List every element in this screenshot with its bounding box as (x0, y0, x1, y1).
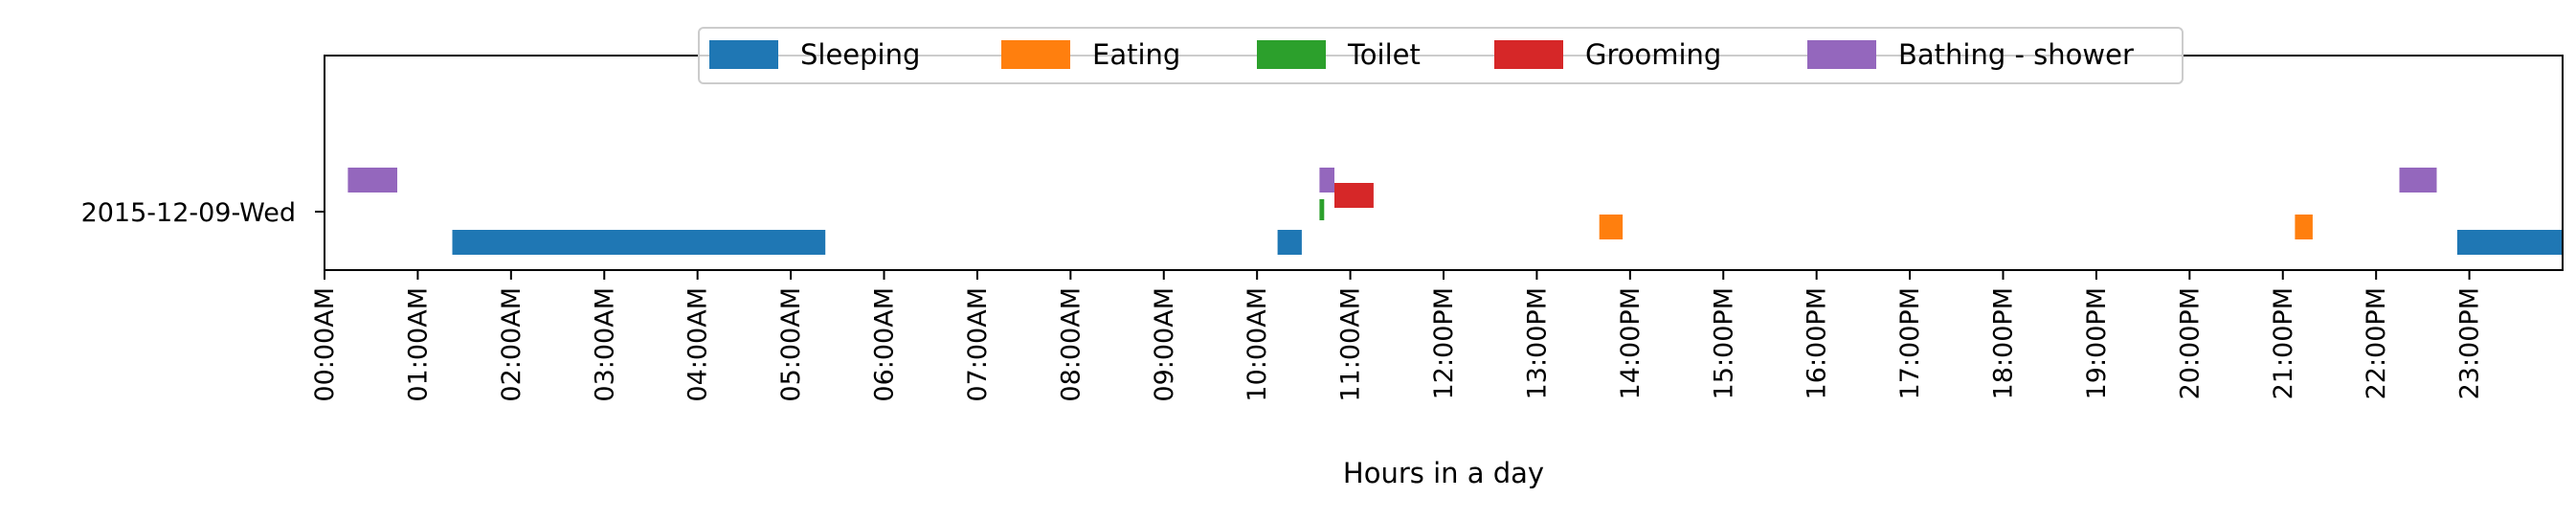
x-tick-label: 13:00PM (1522, 287, 1552, 399)
legend-swatch (1257, 40, 1326, 69)
grooming-bar-0 (1334, 183, 1374, 208)
y-tick-label: 2015-12-09-Wed (81, 198, 296, 228)
x-tick-label: 17:00PM (1895, 287, 1925, 399)
x-tick-label: 22:00PM (2362, 287, 2391, 399)
legend-label: Toilet (1347, 38, 1421, 71)
x-tick-label: 02:00AM (497, 287, 526, 402)
x-tick-label: 14:00PM (1616, 287, 1646, 399)
x-tick-label: 04:00AM (683, 287, 713, 402)
sleeping-bar-2 (2456, 230, 2563, 255)
x-axis-ticks: 00:00AM 01:00AM 02:00AM 03:00AM 04:00AM 05:00… (310, 270, 2485, 402)
y-axis-ticks: 2015-12-09-Wed (81, 198, 325, 228)
legend-item-bathing-shower: Bathing - shower (1807, 38, 2134, 71)
x-tick-label: 12:00PM (1429, 287, 1459, 399)
bathing-shower-bar-1 (1319, 168, 1334, 193)
eating-bar-0 (1599, 215, 1624, 239)
x-tick-label: 01:00AM (403, 287, 433, 402)
x-tick-label: 03:00AM (590, 287, 619, 402)
x-tick-label: 06:00AM (870, 287, 900, 402)
x-tick-label: 19:00PM (2082, 287, 2112, 399)
legend-item-sleeping: Sleeping (709, 38, 920, 71)
x-tick-label: 09:00AM (1150, 287, 1179, 402)
x-tick-label: 23:00PM (2455, 287, 2485, 399)
toilet-bar-0 (1319, 199, 1325, 220)
x-axis-label: Hours in a day (1343, 457, 1544, 489)
x-tick-label: 16:00PM (1803, 287, 1832, 399)
x-tick-label: 21:00PM (2269, 287, 2298, 399)
x-tick-label: 00:00AM (310, 287, 340, 402)
x-tick-label: 11:00AM (1336, 287, 1366, 402)
legend-item-eating: Eating (1001, 38, 1180, 71)
legend-swatch (1807, 40, 1876, 69)
x-tick-label: 20:00PM (2175, 287, 2205, 399)
x-tick-label: 15:00PM (1709, 287, 1738, 399)
x-tick-label: 10:00AM (1243, 287, 1272, 402)
sleeping-bar-0 (452, 230, 826, 255)
legend-item-toilet: Toilet (1257, 38, 1421, 71)
x-tick-label: 05:00AM (776, 287, 806, 402)
x-tick-label: 18:00PM (1989, 287, 2019, 399)
sleeping-bar-1 (1277, 230, 1302, 255)
x-tick-label: 07:00AM (963, 287, 993, 402)
activity-bars (347, 168, 2563, 255)
x-tick-label: 08:00AM (1056, 287, 1086, 402)
legend-label: Sleeping (800, 38, 920, 71)
legend: Sleeping Eating Toilet Grooming Bathing - sh… (698, 27, 2184, 84)
eating-bar-1 (2295, 215, 2313, 239)
legend-swatch (709, 40, 778, 69)
legend-swatch (1494, 40, 1563, 69)
bathing-shower-bar-0 (347, 168, 397, 193)
bathing-shower-bar-2 (2399, 168, 2437, 193)
legend-label: Bathing - shower (1898, 38, 2134, 71)
legend-label: Grooming (1585, 38, 1721, 71)
legend-swatch (1001, 40, 1070, 69)
legend-item-grooming: Grooming (1494, 38, 1721, 71)
legend-label: Eating (1092, 38, 1180, 71)
